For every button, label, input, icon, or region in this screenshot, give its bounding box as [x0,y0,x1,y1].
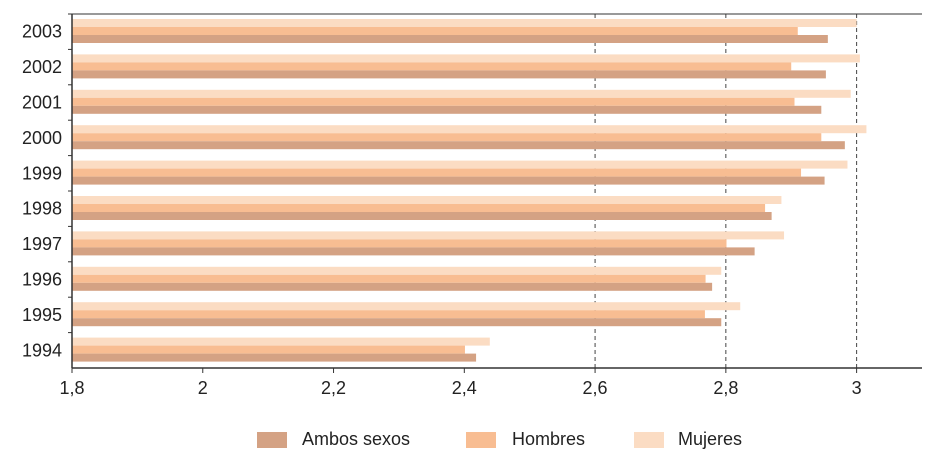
x-tick-label-5: 2,8 [713,378,738,398]
bar-mujeres-1997 [72,231,785,240]
bar-hombres-1994 [72,345,465,354]
y-tick-label-2000: 2000 [22,128,62,148]
y-tick-labels: 1994 1995 1996 1997 1998 1999 2000 2001 2002 2003 [22,22,62,361]
bar-mujeres-1995 [72,302,741,311]
bar-mujeres-1994 [72,337,490,346]
y-tick-label-1997: 1997 [22,234,62,254]
x-tick-label-2: 2,2 [321,378,346,398]
bar-hombres-1999 [72,168,802,177]
bar-ambos-sexos-2001 [72,105,822,114]
legend-label-mujeres: Mujeres [678,429,742,449]
y-tick-label-1999: 1999 [22,163,62,183]
legend-label-hombres: Hombres [512,429,585,449]
bar-ambos-sexos-1995 [72,318,722,327]
x-tick-label-4: 2,6 [583,378,608,398]
bar-hombres-1995 [72,310,705,319]
x-tick-label-3: 2,4 [452,378,477,398]
bar-mujeres-1999 [72,160,848,169]
bar-ambos-sexos-2002 [72,70,826,79]
y-tick-label-2002: 2002 [22,57,62,77]
bars [72,19,867,362]
bar-ambos-sexos-1998 [72,212,772,220]
y-tick-label-2001: 2001 [22,93,62,113]
bar-hombres-2001 [72,97,795,106]
bar-mujeres-1998 [72,196,782,204]
legend-swatch-hombres [466,432,496,448]
y-tick-label-1996: 1996 [22,270,62,290]
legend-label-ambos-sexos: Ambos sexos [302,429,410,449]
bar-hombres-2002 [72,62,792,71]
bar-mujeres-2001 [72,89,851,98]
bar-mujeres-2002 [72,54,860,63]
bar-ambos-sexos-1999 [72,176,825,185]
bar-ambos-sexos-1996 [72,282,713,291]
bar-mujeres-1996 [72,266,722,275]
bar-hombres-2000 [72,133,822,142]
bar-mujeres-2000 [72,125,867,134]
x-tick-label-1: 2 [198,378,208,398]
y-tick-label-1995: 1995 [22,305,62,325]
legend-swatch-ambos-sexos [257,432,287,448]
bar-ambos-sexos-2003 [72,35,828,43]
bar-ambos-sexos-1994 [72,353,477,362]
x-tick-label-0: 1,8 [59,378,84,398]
axes [68,13,922,373]
bar-ambos-sexos-1997 [72,247,755,256]
bar-hombres-2003 [72,27,798,35]
bar-hombres-1998 [72,204,766,212]
bar-ambos-sexos-2000 [72,141,845,150]
x-tick-label-6: 3 [852,378,862,398]
legend-swatch-mujeres [634,432,664,448]
bar-hombres-1996 [72,274,706,283]
y-tick-label-1994: 1994 [22,340,62,360]
legend: Ambos sexos Hombres Mujeres [257,429,742,449]
y-tick-label-1998: 1998 [22,199,62,219]
y-tick-label-2003: 2003 [22,22,62,42]
x-tick-labels: 1,8 2 2,2 2,4 2,6 2,8 3 [59,378,861,398]
bar-hombres-1997 [72,239,727,248]
bar-mujeres-2003 [72,19,857,27]
